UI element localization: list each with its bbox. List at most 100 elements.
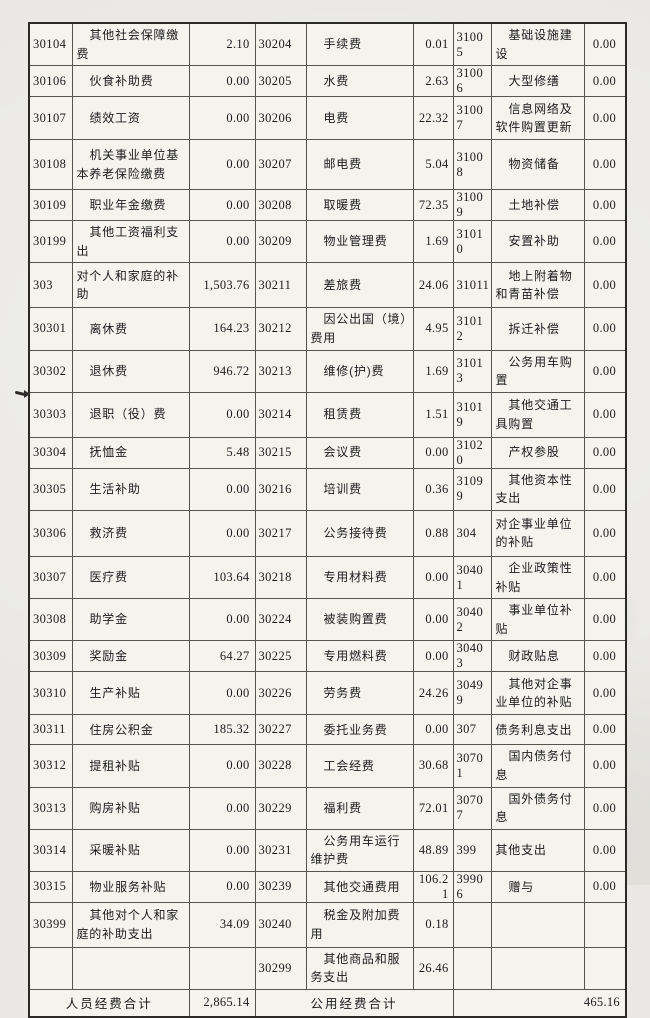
code-cell: 31012 [452,307,492,351]
code-cell: 30104 [28,22,73,67]
table-row: 30104 其他社会保障缴费 2.10 30204 手续费 0.01 31005 基础设施建设… [28,22,627,67]
amount-cell: 0.00 [583,870,627,903]
code-cell: 30239 [254,870,307,903]
table-row: 30106 伙食补助费 0.00 30205 水费 2.63 31006 大型修缮 0.00 [28,65,627,98]
table-row: 30107 绩效工资 0.00 30206 电费 22.32 31007 信息网络及软件购置更… [28,96,627,141]
amount-cell: 2.10 [188,22,256,67]
name-cell [490,901,585,948]
name-cell: 拆迁补偿 [490,307,585,351]
name-cell: 生产补贴 [71,671,190,716]
amount-cell: 0.18 [412,901,454,948]
code-cell [452,946,492,991]
code-cell: 31019 [452,391,492,438]
code-cell: 30314 [28,828,73,872]
code-cell: 31005 [452,22,492,67]
amount-cell: 0.00 [188,509,256,557]
amount-cell: 0.00 [583,189,627,222]
name-cell: 取暖费 [305,189,414,222]
name-cell: 电费 [305,96,414,141]
amount-cell: 0.00 [583,714,627,746]
amount-cell: 0.00 [188,139,256,191]
code-cell: 30107 [28,96,73,141]
amount-cell: 34.09 [188,901,256,948]
name-cell: 物资储备 [490,139,585,191]
name-cell: 其他对个人和家庭的补助支出 [71,901,190,948]
name-cell: 医疗费 [71,555,190,600]
code-cell: 30218 [254,555,307,600]
amount-cell: 0.00 [188,391,256,438]
code-cell: 30224 [254,598,307,642]
amount-cell: 1.51 [412,391,454,438]
name-cell: 公务用车运行维护费 [305,828,414,872]
scanned-page: 30104 其他社会保障缴费 2.10 30204 手续费 0.01 31005 基础设施建设… [0,0,650,885]
name-cell: 绩效工资 [71,96,190,141]
amount-cell: 0.00 [188,65,256,98]
code-cell: 30215 [254,436,307,469]
name-cell: 伙食补助费 [71,65,190,98]
code-cell: 30403 [452,640,492,673]
code-cell: 30207 [254,139,307,191]
code-cell: 30229 [254,786,307,830]
amount-cell: 0.01 [412,22,454,67]
amount-cell: 0.00 [583,307,627,351]
amount-cell: 103.64 [188,555,256,600]
name-cell: 水费 [305,65,414,98]
code-cell: 30205 [254,65,307,98]
amount-cell: 1.69 [412,220,454,264]
code-cell: 30306 [28,509,73,557]
amount-cell: 0.00 [583,96,627,141]
amount-cell: 0.00 [412,436,454,469]
name-cell: 购房补贴 [71,786,190,830]
amount-cell: 185.32 [188,714,256,746]
code-cell: 30212 [254,307,307,351]
personnel-total-value: 2,865.14 [188,989,256,1018]
code-cell: 30208 [254,189,307,222]
amount-cell [188,946,256,991]
table-row: 30302 退休费 946.72 30213 维修(护)费 1.69 31013 公务用车购置… [28,349,627,393]
code-cell: 30106 [28,65,73,98]
name-cell: 奖励金 [71,640,190,673]
code-cell: 30303 [28,391,73,438]
amount-cell: 0.00 [583,22,627,67]
name-cell: 劳务费 [305,671,414,716]
amount-cell: 0.00 [583,555,627,600]
code-cell: 30240 [254,901,307,948]
table-row: 30299 其他商品和服务支出 26.46 [28,946,627,991]
name-cell: 产权参股 [490,436,585,469]
amount-cell: 0.00 [412,598,454,642]
name-cell: 税金及附加费用 [305,901,414,948]
name-cell: 其他对企事业单位的补贴 [490,671,585,716]
amount-cell: 164.23 [188,307,256,351]
amount-cell: 0.00 [583,467,627,511]
amount-cell: 0.00 [583,349,627,393]
name-cell: 福利费 [305,786,414,830]
code-cell: 30310 [28,671,73,716]
code-cell: 30204 [254,22,307,67]
code-cell: 30304 [28,436,73,469]
name-cell: 机关事业单位基本养老保险缴费 [71,139,190,191]
name-cell: 会议费 [305,436,414,469]
name-cell: 物业管理费 [305,220,414,264]
amount-cell: 0.00 [583,598,627,642]
name-cell: 退休费 [71,349,190,393]
name-cell: 工会经费 [305,744,414,788]
name-cell: 租赁费 [305,391,414,438]
code-cell: 30311 [28,714,73,746]
name-cell: 手续费 [305,22,414,67]
name-cell [490,946,585,991]
amount-cell: 0.00 [583,220,627,264]
amount-cell: 5.04 [412,139,454,191]
name-cell: 土地补偿 [490,189,585,222]
amount-cell: 64.27 [188,640,256,673]
name-cell: 安置补助 [490,220,585,264]
amount-cell: 0.00 [583,671,627,716]
name-cell: 退职（役）费 [71,391,190,438]
amount-cell: 0.00 [188,467,256,511]
code-cell: 30315 [28,870,73,903]
name-cell: 维修(护)费 [305,349,414,393]
amount-cell: 5.48 [188,436,256,469]
name-cell [71,946,190,991]
code-cell: 31007 [452,96,492,141]
name-cell: 其他商品和服务支出 [305,946,414,991]
name-cell: 专用材料费 [305,555,414,600]
